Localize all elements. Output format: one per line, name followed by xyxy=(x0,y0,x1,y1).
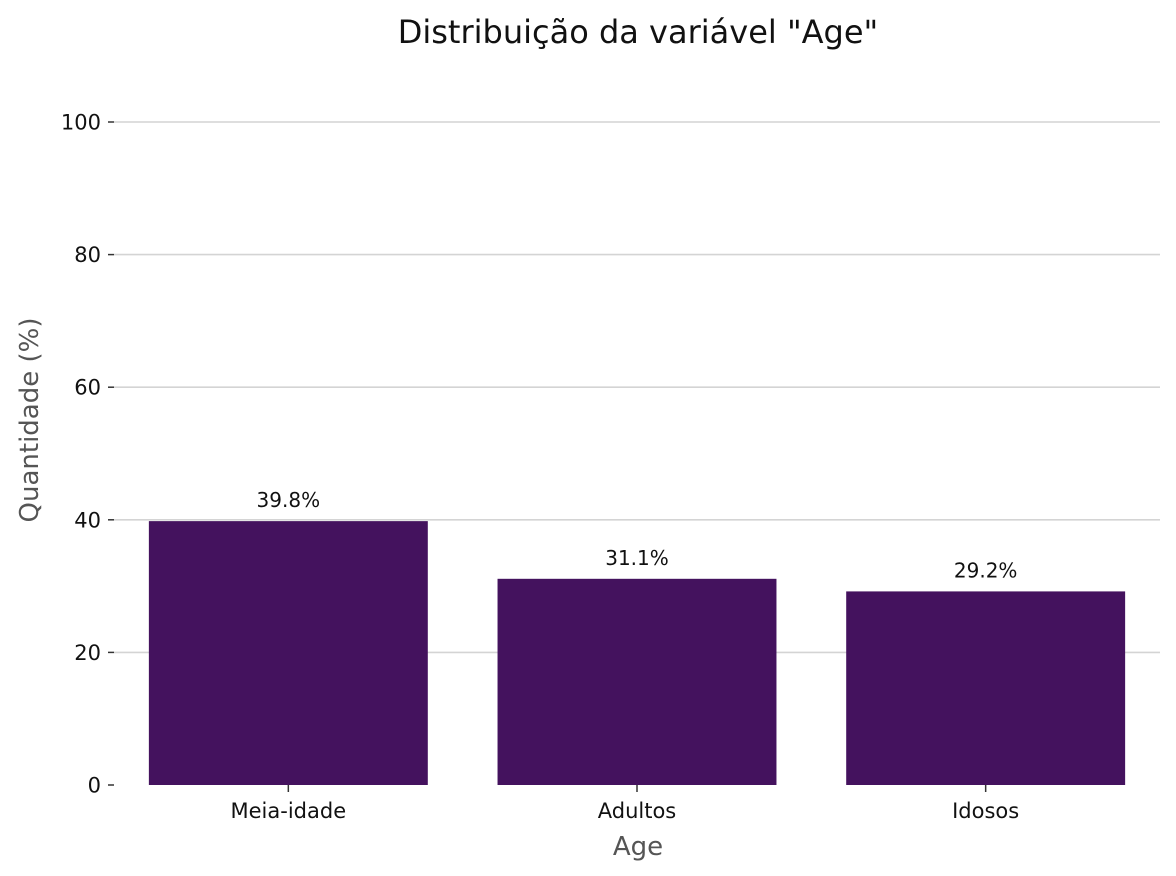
y-tick-label: 80 xyxy=(74,243,101,267)
y-axis-label: Quantidade (%) xyxy=(15,318,45,523)
data-label: 29.2% xyxy=(954,558,1018,582)
x-axis: Meia-idade Adultos Idosos xyxy=(231,785,1019,823)
y-tick-label: 100 xyxy=(61,111,101,135)
data-labels: 39.8% 31.1% 29.2% xyxy=(257,488,1018,582)
data-label: 31.1% xyxy=(605,546,669,570)
chart-title: Distribuição da variável "Age" xyxy=(398,13,879,51)
x-tick-label: Meia-idade xyxy=(231,799,347,823)
x-axis-label: Age xyxy=(613,832,663,862)
y-tick-label: 40 xyxy=(74,508,101,532)
bar xyxy=(846,591,1126,785)
y-axis: 0 20 40 60 80 100 xyxy=(61,111,114,798)
bar xyxy=(148,521,428,785)
x-tick-label: Idosos xyxy=(952,799,1019,823)
y-tick-label: 0 xyxy=(88,774,101,798)
data-label: 39.8% xyxy=(257,488,321,512)
x-tick-label: Adultos xyxy=(598,799,677,823)
y-tick-label: 60 xyxy=(74,376,101,400)
bar xyxy=(497,578,777,785)
y-tick-label: 20 xyxy=(74,641,101,665)
bars xyxy=(148,521,1126,785)
